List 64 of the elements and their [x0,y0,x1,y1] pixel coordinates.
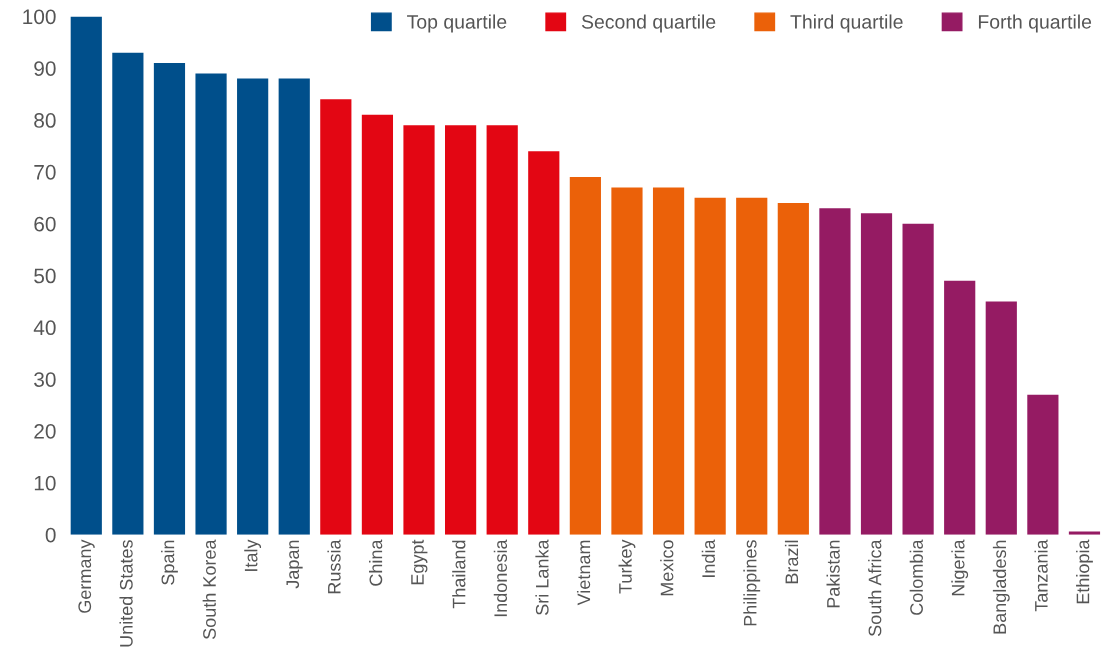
x-tick-label: Sri Lanka [535,539,549,615]
bar [736,197,768,535]
x-tick-label: Italy [244,539,262,571]
bar [652,187,685,535]
x-tick-label: Egypt [411,539,428,585]
legend-label: Top quartile [407,14,507,33]
x-tick-label: Tanzania [1034,539,1048,612]
x-tick-label: Brazil [784,540,799,584]
y-tick-label: 50 [34,268,56,284]
bar [944,280,976,535]
bar [985,301,1017,535]
y-tick-label: 70 [34,164,56,180]
bar [569,177,601,535]
bar [902,223,934,535]
x-tick-label: Ethiopia [1076,539,1093,604]
bar [528,151,560,535]
y-tick-label: 100 [23,9,56,25]
bar [278,78,310,535]
bar [819,208,851,535]
x-tick-label: Mexico [660,540,674,596]
x-tick-label: India [701,539,715,577]
bar [403,125,435,535]
x-tick-label: South Korea [202,539,216,640]
y-tick-label: 0 [45,527,56,543]
x-tick-label: Bangladesh [992,540,1010,634]
legend-label: Third quartile [790,14,903,33]
x-tick-label: Japan [286,540,303,589]
y-tick-label: 60 [34,216,56,232]
bar [486,125,518,535]
y-tick-label: 90 [34,61,56,76]
x-tick-label: Indonesia [493,539,508,617]
bar [70,16,102,535]
bar [320,99,352,535]
bar [361,114,394,535]
y-tick-label: 40 [33,320,56,336]
bar [195,73,227,535]
x-tick-label: Thailand [452,540,466,609]
y-tick-label: 80 [34,113,56,128]
legend-label: Forth quartile [978,14,1092,33]
bar [153,63,186,535]
x-tick-label: Turkey [618,539,636,594]
bar [1027,394,1059,535]
bar [112,52,144,535]
x-tick-label: Pakistan [826,540,840,608]
y-tick-label: 10 [34,475,56,491]
x-tick-label: Germany [78,539,95,613]
x-tick-label: Spain [161,540,178,585]
bar [445,125,477,535]
legend-label: Second quartile [581,14,716,33]
x-tick-label: Vietnam [576,540,591,606]
bar [694,197,726,535]
x-tick-label: Nigeria [951,539,969,596]
bar [611,187,643,535]
x-tick-label: Colombia [909,539,923,615]
y-tick-label: 20 [34,423,56,439]
y-tick-label: 30 [34,372,56,387]
x-tick-label: China [369,539,383,586]
bar [777,202,809,535]
x-tick-label: Philippines [743,540,761,626]
bar [860,213,893,535]
x-tick-label: United States [119,540,133,647]
bar [237,78,269,535]
x-tick-label: South Africa [868,539,882,637]
x-tick-label: Russia [327,539,341,594]
